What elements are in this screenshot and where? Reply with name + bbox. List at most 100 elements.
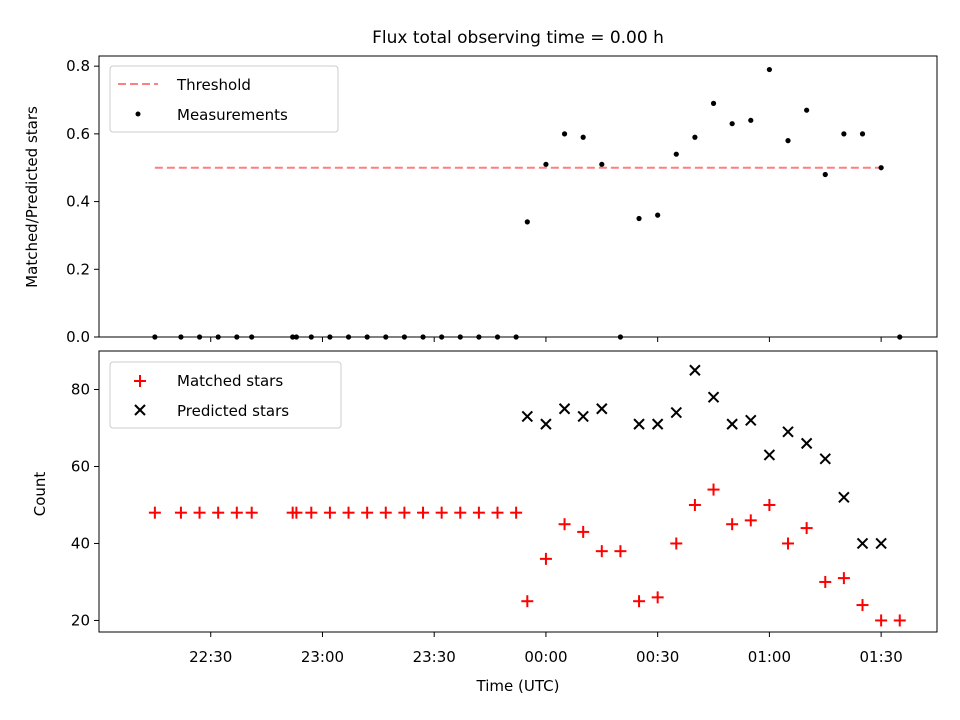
- top-y-tick-label: 0.8: [66, 57, 90, 75]
- matched-star-point: [595, 545, 608, 558]
- bottom-axes-frame: [98, 350, 938, 633]
- top-y-tick-label: 0.2: [66, 260, 90, 278]
- predicted-star-point: [577, 410, 589, 423]
- measurement-point: [841, 131, 847, 137]
- matched-star-point: [875, 614, 888, 627]
- top-y-axis-label: Matched/Predicted stars: [23, 106, 41, 288]
- bottom-y-axis: 20 40 60 80: [71, 380, 99, 629]
- matched-star-point: [651, 591, 664, 604]
- bottom-plot-area: [148, 364, 906, 627]
- matched-star-point: [614, 545, 627, 558]
- matched-star-point: [893, 614, 906, 627]
- predicted-star-point: [763, 449, 776, 461]
- top-legend: Threshold Measurements: [109, 65, 339, 133]
- predicted-star-point: [745, 414, 757, 426]
- matched-star-point: [819, 575, 832, 588]
- measurement-point: [859, 131, 866, 137]
- predicted-star-point: [800, 437, 813, 450]
- bottom-legend: Matched stars Predicted stars: [109, 361, 342, 429]
- matched-star-point: [633, 595, 646, 608]
- measurement-point: [878, 165, 884, 171]
- x-tick-label: 00:00: [524, 648, 567, 666]
- matched-star-point: [707, 483, 720, 496]
- top-axes-frame: [98, 55, 938, 338]
- predicted-star-point: [540, 418, 552, 430]
- bottom-y-tick-label: 20: [71, 611, 90, 629]
- matched-star-point: [212, 506, 225, 519]
- x-tick-label: 01:00: [748, 648, 791, 666]
- matched-star-point: [800, 522, 813, 535]
- matched-star-point: [435, 506, 448, 519]
- matched-star-point: [744, 514, 757, 527]
- legend-matched-swatch: [134, 375, 146, 387]
- measurement-point: [524, 219, 530, 225]
- bottom-y-tick-label: 80: [71, 380, 90, 398]
- predicted-star-point: [689, 364, 701, 376]
- top-y-axis: 0.0 0.2 0.4 0.6 0.8: [66, 57, 99, 346]
- measurement-point: [748, 117, 754, 123]
- bottom-y-tick-label: 40: [71, 534, 90, 552]
- predicted-star-point: [633, 418, 645, 430]
- chart-title: Flux total observing time = 0.00 h: [372, 28, 664, 48]
- matched-star-point: [342, 506, 355, 519]
- measurement-point: [804, 107, 810, 113]
- predicted-star-point: [856, 537, 869, 550]
- matched-star-point: [782, 537, 795, 550]
- measurement-point: [729, 121, 735, 127]
- measurement-point: [766, 66, 773, 73]
- measurement-point: [822, 171, 828, 178]
- predicted-star-point: [670, 406, 682, 419]
- measurement-point: [580, 134, 586, 140]
- matched-star-point: [763, 498, 776, 511]
- matched-star-point: [245, 506, 258, 519]
- legend-measurements-swatch: [135, 111, 141, 117]
- predicted-star-point: [726, 418, 738, 430]
- x-tick-label: 23:00: [301, 648, 344, 666]
- measurement-point: [710, 100, 717, 106]
- matched-star-point: [230, 506, 243, 519]
- x-tick-label: 00:30: [636, 648, 679, 666]
- top-panel: 0.00.20.40.60.8 Matched/Predicted stars …: [23, 55, 938, 346]
- measurement-point: [543, 161, 549, 167]
- predicted-star-point: [782, 426, 794, 438]
- measurement-point: [561, 131, 568, 137]
- predicted-star-point: [651, 418, 664, 430]
- matched-star-point: [361, 506, 374, 519]
- predicted-star-point: [558, 403, 571, 415]
- predicted-star-point: [521, 410, 534, 423]
- predicted-star-point: [875, 537, 887, 550]
- matched-star-point: [558, 518, 571, 531]
- x-axis-label: Time (UTC): [476, 677, 560, 695]
- matched-star-point: [472, 506, 485, 519]
- measurement-point: [636, 215, 642, 222]
- bottom-y-tick-label: 60: [71, 457, 90, 475]
- matched-star-point: [539, 552, 552, 565]
- legend-predicted-swatch: [134, 404, 146, 416]
- matched-star-point: [510, 506, 523, 519]
- matched-star-point: [521, 595, 534, 608]
- bottom-legend-frame: [109, 361, 342, 429]
- matched-star-point: [148, 506, 161, 519]
- matched-star-point: [670, 537, 683, 550]
- top-y-tick-label: 0.6: [66, 125, 90, 143]
- predicted-star-point: [819, 453, 831, 465]
- predicted-star-point: [707, 391, 720, 403]
- matched-star-point: [856, 599, 869, 612]
- measurement-point: [599, 161, 605, 167]
- x-tick-label: 22:30: [189, 648, 232, 666]
- matched-star-point: [454, 506, 467, 519]
- matched-star-point: [323, 506, 336, 519]
- legend-threshold-label: Threshold: [176, 76, 251, 94]
- x-tick-label: 23:30: [413, 648, 456, 666]
- x-tick-label: 01:30: [860, 648, 903, 666]
- predicted-star-point: [838, 491, 850, 503]
- top-legend-frame: [109, 65, 339, 133]
- matched-star-point: [379, 506, 392, 519]
- top-y-tick-label: 0.0: [66, 328, 90, 346]
- matched-star-point: [174, 506, 187, 519]
- bottom-panel: 20 40 60 80 22:30 23:00 23:30 00:00 00:30 01:00 0…: [31, 350, 938, 695]
- matched-star-point: [290, 506, 303, 519]
- measurement-point: [692, 134, 698, 140]
- legend-predicted-label: Predicted stars: [177, 402, 289, 420]
